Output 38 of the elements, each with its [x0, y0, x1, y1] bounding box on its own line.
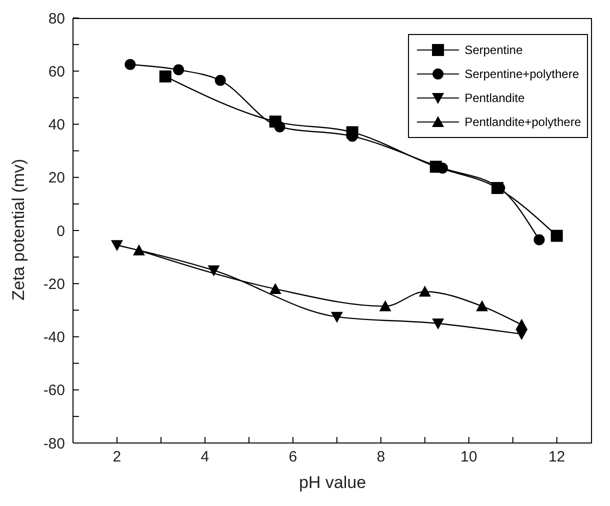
y-tick-label: 20: [48, 170, 65, 187]
x-tick-label: 6: [288, 448, 298, 466]
point: [208, 265, 220, 276]
x-axis-title: pH value: [298, 473, 366, 492]
point: [159, 70, 172, 82]
x-tick-label: 10: [460, 448, 478, 466]
legend-label: Serpentine+polythere: [464, 67, 579, 81]
point: [110, 240, 123, 252]
legend-label: Pentlandite: [464, 91, 525, 105]
y-tick-label: -20: [43, 276, 65, 293]
y-tick-label: 0: [56, 222, 65, 240]
point: [330, 312, 343, 323]
point: [476, 300, 488, 312]
point: [132, 244, 145, 256]
x-tick-label: 12: [548, 448, 566, 466]
point: [214, 74, 226, 86]
y-tick-label: -60: [43, 382, 65, 400]
point: [550, 230, 563, 242]
point: [124, 58, 136, 70]
legend-label: Serpentine: [464, 43, 523, 57]
point: [432, 318, 444, 330]
y-tick-label: -80: [43, 435, 65, 452]
point: [418, 286, 431, 297]
point: [173, 64, 184, 76]
x-tick-label: 8: [376, 448, 386, 466]
point: [274, 121, 286, 132]
point: [516, 318, 528, 330]
y-tick-label: -40: [43, 329, 65, 346]
x-tick-label: 4: [200, 448, 210, 466]
legend-label: Pentlandite+polythere: [464, 115, 581, 129]
x-tick-label: 2: [112, 448, 122, 466]
point: [379, 300, 392, 312]
y-axis-title: Zeta potential (mv): [9, 158, 28, 300]
y-tick-label: 60: [48, 63, 65, 80]
y-tick-label: 80: [48, 10, 65, 28]
point: [534, 234, 545, 246]
point: [269, 282, 282, 294]
y-tick-label: 40: [48, 116, 65, 134]
